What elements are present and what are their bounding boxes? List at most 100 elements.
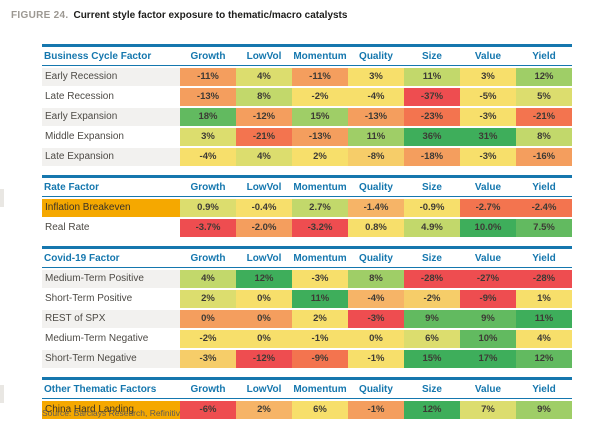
value-cell: 11% [348, 128, 404, 146]
column-header-yield: Yield [532, 181, 556, 193]
section-header-row: Rate Factor Growth LowVol Momentum Quality Si… [42, 175, 572, 197]
column-header-value: Value [474, 50, 502, 62]
value-cell: -6% [180, 401, 236, 419]
section-header-row: Other Thematic Factors Growth LowVol Moment… [42, 377, 572, 399]
value-cell: 3% [180, 128, 236, 146]
value-cell: -2% [180, 330, 236, 348]
value-cell: 9% [516, 401, 572, 419]
table-row: Medium-Term Negative -2% 0% -1% 0% 6% 10% 4% [42, 330, 572, 348]
column-header-momentum: Momentum [293, 383, 347, 395]
value-cell: 2% [292, 310, 348, 328]
page-edge-rule [0, 189, 4, 207]
value-cell: -2.7% [460, 199, 516, 217]
value-cell: -0.9% [404, 199, 460, 217]
value-cell: 4% [236, 68, 292, 86]
value-cell: 5% [516, 88, 572, 106]
value-cell: 4% [236, 148, 292, 166]
value-cell: 4.9% [404, 219, 460, 237]
value-cell: 0% [348, 330, 404, 348]
row-label-late-expansion: Late Expansion [42, 148, 180, 166]
value-cell: -13% [292, 128, 348, 146]
value-cell: 12% [404, 401, 460, 419]
column-header-momentum: Momentum [293, 252, 347, 264]
value-cell: 9% [404, 310, 460, 328]
section-header-row: Business Cycle Factor Growth LowVol Momentu… [42, 44, 572, 66]
table-row: Short-Term Negative -3% -12% -9% -1% 15% 17% 12… [42, 350, 572, 368]
factor-section-other-thematic-factors: Other Thematic Factors Growth LowVol Moment… [42, 377, 572, 419]
value-cell: -3.7% [180, 219, 236, 237]
value-cell: -5% [460, 88, 516, 106]
value-cell: -11% [292, 68, 348, 86]
value-cell: -12% [236, 350, 292, 368]
value-cell: -11% [180, 68, 236, 86]
column-header-yield: Yield [532, 50, 556, 62]
column-header-yield: Yield [532, 383, 556, 395]
row-label-china-hard-landing: China Hard Landing [42, 401, 180, 419]
value-cell: -3.2% [292, 219, 348, 237]
value-cell: 0.9% [180, 199, 236, 217]
value-cell: 8% [236, 88, 292, 106]
factor-tables: Business Cycle Factor Growth LowVol Momentu… [42, 44, 572, 428]
value-cell: 10.0% [460, 219, 516, 237]
value-cell: -8% [348, 148, 404, 166]
row-label-medium-term-negative: Medium-Term Negative [45, 333, 149, 344]
value-cell: 8% [516, 128, 572, 146]
value-cell: -2% [292, 88, 348, 106]
table-row: Early Expansion 18% -12% 15% -13% -23% -3% -21% [42, 108, 572, 126]
figure-heading: Current style factor exposure to themati… [73, 10, 348, 21]
value-cell: -12% [236, 108, 292, 126]
row-label-real-rate: Real Rate [45, 222, 90, 233]
value-cell: 0% [236, 330, 292, 348]
value-cell: 0% [180, 310, 236, 328]
value-cell: 0% [236, 290, 292, 308]
table-row: Late Expansion -4% 4% 2% -8% -18% -3% -16% [42, 148, 572, 166]
value-cell: 17% [460, 350, 516, 368]
section-title: Covid-19 Factor [44, 252, 120, 264]
value-cell: 0.8% [348, 219, 404, 237]
value-cell: -37% [404, 88, 460, 106]
value-cell: 12% [516, 68, 572, 86]
value-cell: 9% [460, 310, 516, 328]
value-cell: -9% [460, 290, 516, 308]
value-cell: 0% [236, 310, 292, 328]
row-label-inflation-breakeven: Inflation Breakeven [42, 199, 180, 217]
column-header-value: Value [474, 383, 502, 395]
table-row: Medium-Term Positive 4% 12% -3% 8% -28% -27% -2… [42, 270, 572, 288]
row-label-rest-of-spx: REST of SPX [42, 310, 180, 328]
source-note: Source: Barclays Research, Refinitiv [42, 408, 180, 418]
table-row: Middle Expansion 3% -21% -13% 11% 36% 31% 8% [42, 128, 572, 146]
column-header-size: Size [421, 50, 442, 62]
value-cell: 2% [292, 148, 348, 166]
column-header-growth: Growth [190, 181, 226, 193]
value-cell: 36% [404, 128, 460, 146]
value-cell: -2.0% [236, 219, 292, 237]
value-cell: -2% [404, 290, 460, 308]
value-cell: -3% [292, 270, 348, 288]
value-cell: 11% [404, 68, 460, 86]
column-header-quality: Quality [359, 181, 393, 193]
row-label-early-expansion: Early Expansion [42, 108, 180, 126]
section-title: Rate Factor [44, 181, 100, 193]
figure-title: FIGURE 24. Current style factor exposure … [11, 10, 347, 21]
value-cell: 1% [516, 290, 572, 308]
value-cell: 12% [236, 270, 292, 288]
value-cell: 3% [460, 68, 516, 86]
value-cell: -1% [348, 401, 404, 419]
value-cell: -9% [292, 350, 348, 368]
value-cell: -3% [180, 350, 236, 368]
value-cell: 11% [516, 310, 572, 328]
value-cell: 31% [460, 128, 516, 146]
column-header-lowvol: LowVol [246, 252, 282, 264]
table-row: Early Recession -11% 4% -11% 3% 11% 3% 12% [42, 68, 572, 86]
value-cell: 7% [460, 401, 516, 419]
value-cell: 2% [180, 290, 236, 308]
factor-section-covid-19-factor: Covid-19 Factor Growth LowVol Momentum Quali… [42, 246, 572, 368]
column-header-quality: Quality [359, 252, 393, 264]
value-cell: -1% [348, 350, 404, 368]
table-row: Short-Term Positive 2% 0% 11% -4% -2% -9% 1% [42, 290, 572, 308]
value-cell: 18% [180, 108, 236, 126]
column-header-lowvol: LowVol [246, 383, 282, 395]
value-cell: -3% [460, 148, 516, 166]
section-title: Other Thematic Factors [44, 383, 157, 395]
value-cell: -21% [236, 128, 292, 146]
